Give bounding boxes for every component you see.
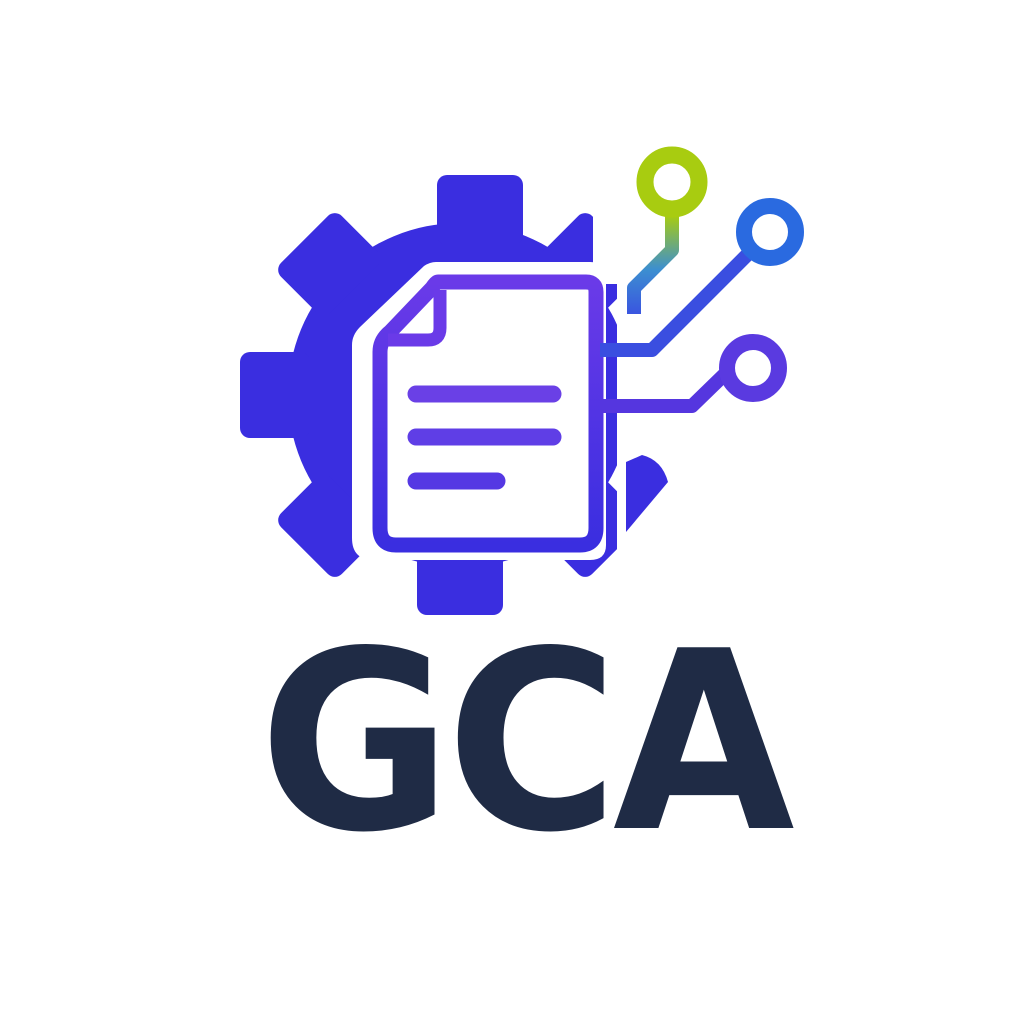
circuit-node-green-icon xyxy=(636,146,708,218)
circuit-traces-icon xyxy=(600,215,753,413)
logo-wordmark: GCA xyxy=(259,599,794,887)
circuit-node-blue-icon xyxy=(736,198,804,266)
gear-fragment-icon xyxy=(626,455,668,532)
circuit-node-purple-icon xyxy=(719,334,787,402)
document-icon xyxy=(372,274,604,553)
